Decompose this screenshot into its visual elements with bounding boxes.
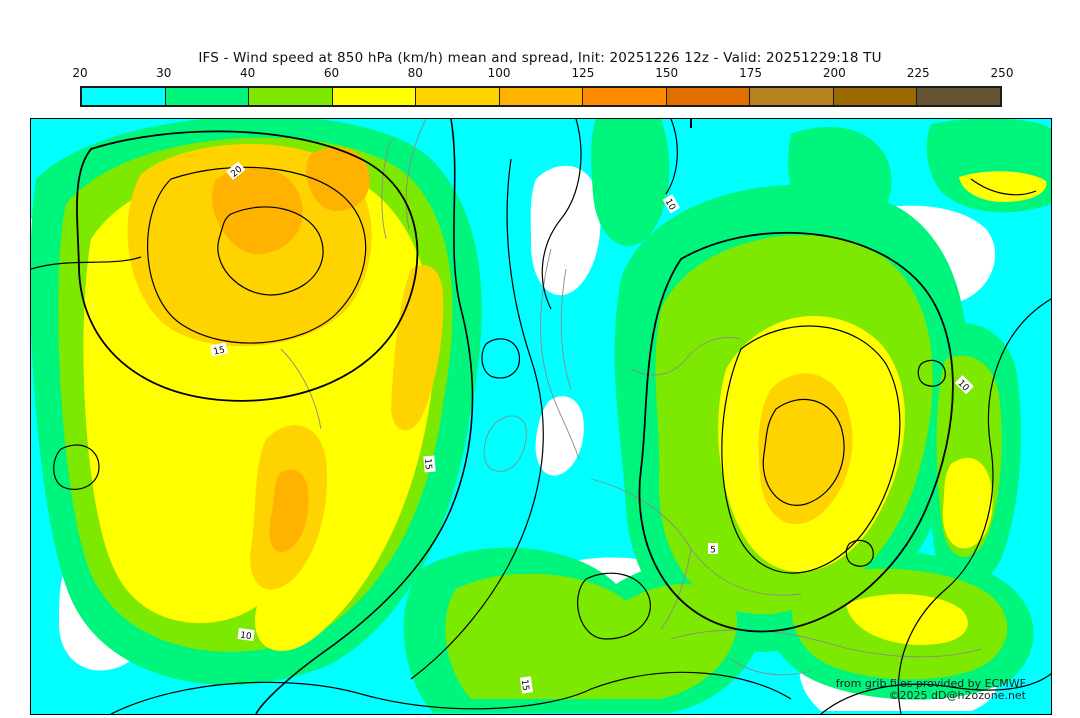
colorbar-segment-80-100 (415, 88, 499, 105)
coastlines (280, 119, 982, 676)
colorbar-tick: 125 (571, 66, 595, 80)
contour-label: 5 (708, 543, 718, 556)
contour-label: 15 (519, 676, 534, 694)
map-fill-amber (212, 147, 370, 553)
colorbar-segment-200-225 (832, 88, 917, 105)
colorbar-tick: 100 (487, 66, 511, 80)
colorbar-segment-20-30 (82, 88, 165, 105)
svg-text:15: 15 (422, 458, 433, 470)
colorbar-tick: 250 (990, 66, 1014, 80)
svg-text:5: 5 (710, 546, 716, 556)
colorbar-segment-125-150 (582, 88, 666, 105)
svg-text:10: 10 (239, 631, 252, 643)
svg-text:15: 15 (519, 679, 530, 692)
colorbar-bar (80, 86, 1002, 107)
contour-label: 15 (422, 455, 436, 473)
spread-contours (31, 119, 1051, 714)
colorbar-segment-225-250 (916, 88, 1001, 105)
colorbar-segment-100-125 (498, 88, 583, 105)
colorbar-tick: 30 (156, 66, 172, 80)
svg-text:15: 15 (213, 345, 226, 357)
chart-title: IFS - Wind speed at 850 hPa (km/h) mean … (198, 50, 882, 66)
colorbar-segment-175-200 (749, 88, 833, 105)
colorbar-tick: 200 (822, 66, 846, 80)
colorbar-tick: 40 (239, 66, 256, 80)
colorbar-tick-labels: 20 30 40 60 80 100 125 150 175 200 225 250 (72, 66, 1013, 83)
colorbar-tick: 20 (72, 66, 88, 80)
watermark-source: from grib files provided by ECMWF (836, 677, 1026, 690)
contour-label: 15 (209, 342, 228, 358)
colorbar-segment-60-80 (331, 88, 416, 105)
map-frame: 20 15 10 15 10 5 10 15 from grib files provided… (30, 118, 1052, 715)
contour-label: 10 (237, 627, 255, 643)
colorbar-segment-30-40 (164, 88, 249, 105)
watermark-copyright: ©2025 dD@h2ozone.net (889, 689, 1027, 702)
colorbar-tick: 150 (655, 66, 679, 80)
colorbar-tick: 225 (906, 66, 930, 80)
colorbar-tick: 60 (323, 66, 340, 80)
colorbar-tick: 80 (407, 66, 423, 80)
colorbar-segment-40-60 (248, 88, 332, 105)
colorbar: 20 30 40 60 80 100 125 150 175 200 225 250 (72, 66, 1013, 107)
colorbar-tick: 175 (739, 66, 762, 80)
colorbar-segment-150-175 (665, 88, 750, 105)
